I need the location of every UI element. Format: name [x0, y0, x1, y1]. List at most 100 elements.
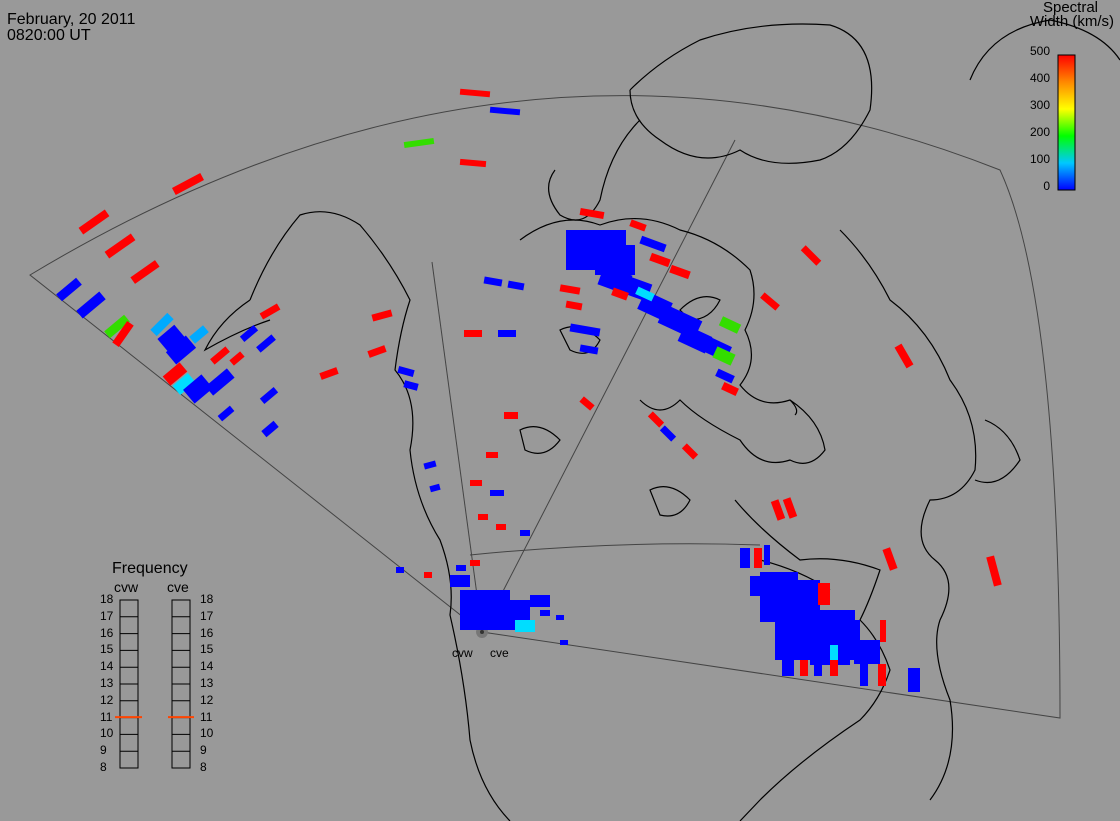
echo-cell — [649, 252, 671, 268]
echo-cell — [76, 291, 106, 319]
echo-cell — [579, 396, 595, 411]
echo-cell — [569, 323, 601, 337]
echo-cell — [217, 405, 235, 422]
echo-cell — [740, 548, 750, 568]
echo-cell — [782, 660, 794, 676]
echo-cell — [403, 137, 435, 149]
fov-outline — [29, 95, 1061, 719]
echo-cell — [189, 325, 209, 344]
echo-cell — [396, 567, 404, 573]
frequency-tick-right: 12 — [200, 692, 214, 707]
frequency-radar-cvw: cvw — [114, 579, 139, 595]
echo-cell — [483, 276, 503, 287]
echo-cell — [157, 324, 185, 352]
echo-cell — [172, 372, 196, 396]
frequency-tick-right: 11 — [200, 709, 213, 724]
frequency-tick-left: 11 — [100, 709, 113, 724]
frequency-tick-left: 15 — [100, 642, 114, 657]
frequency-tick-left: 10 — [100, 726, 114, 741]
echo-cell — [515, 620, 535, 632]
echo-cell — [183, 374, 213, 404]
frequency-tick-right: 16 — [200, 625, 214, 640]
echo-cell — [579, 207, 605, 220]
echo-cell — [367, 345, 387, 358]
echo-cell — [814, 660, 822, 676]
echo-cell — [130, 260, 160, 284]
echo-cell — [639, 235, 667, 253]
echo-cell — [854, 640, 880, 664]
echo-cell — [611, 287, 629, 301]
echo-cell — [490, 490, 504, 496]
echo-cell — [470, 560, 480, 566]
frequency-tick-left: 17 — [100, 608, 114, 623]
echo-cell — [450, 575, 470, 587]
echo-cell — [165, 335, 197, 365]
echo-cell — [818, 583, 830, 605]
frequency-tick-right: 17 — [200, 608, 214, 623]
echo-cell — [880, 620, 886, 642]
echo-cell — [256, 334, 276, 353]
frequency-tick-right: 18 — [200, 592, 214, 606]
echo-cell — [78, 209, 110, 235]
echo-cell — [579, 344, 599, 355]
frequency-tick-right: 10 — [200, 726, 214, 741]
echo-cell — [894, 343, 914, 369]
echo-cell — [659, 425, 677, 442]
echo-cell — [721, 381, 739, 397]
colorbar-tick: 300 — [1029, 98, 1050, 112]
radar-label-cvw: cvw — [452, 646, 473, 660]
echo-cell — [715, 368, 735, 384]
colorbar-tick: 0 — [1043, 179, 1050, 193]
echo-cell — [459, 158, 487, 168]
echo-cell — [530, 595, 550, 607]
echo-cell — [56, 277, 82, 302]
echo-cell — [470, 480, 482, 486]
coastline — [203, 19, 1120, 821]
frequency-tick-left: 8 — [100, 760, 107, 774]
echo-cell — [597, 265, 633, 295]
echo-cell — [764, 545, 770, 565]
frequency-tick-left: 12 — [100, 692, 114, 707]
echo-cell — [504, 412, 518, 419]
frequency-tick-right: 15 — [200, 642, 214, 657]
frequency-grid — [120, 599, 190, 769]
echo-cell — [635, 286, 655, 302]
echo-cell — [629, 219, 647, 232]
echo-cell — [210, 346, 230, 365]
echo-cell — [423, 460, 437, 470]
echo-cell — [171, 172, 205, 196]
echo-cell — [560, 640, 568, 645]
echo-cell — [259, 387, 279, 404]
radar-label-cve: cve — [490, 646, 509, 660]
colorbar-title-line1: Spectral — [1042, 0, 1098, 16]
colorbar-tick: 400 — [1029, 71, 1050, 85]
echo-cell — [371, 309, 393, 322]
echo-cell — [782, 497, 798, 519]
frequency-tick-right: 14 — [200, 659, 214, 674]
frequency-title: Frequency — [112, 560, 188, 577]
plot-date: February, 20 2011 — [7, 11, 136, 28]
echo-cell — [800, 660, 808, 676]
echo-cell — [986, 555, 1002, 587]
echo-cell — [830, 660, 838, 676]
echo-cell — [319, 367, 339, 380]
colorbar-tick: 200 — [1029, 125, 1050, 139]
echo-cell — [908, 668, 920, 692]
echo-cell — [647, 411, 665, 428]
echo-cell — [239, 325, 259, 342]
colorbar-tick: 500 — [1029, 44, 1050, 58]
echo-cell — [429, 483, 441, 493]
echo-cell — [750, 576, 762, 596]
frequency-tick-left: 14 — [100, 659, 114, 674]
echo-cell — [112, 321, 134, 347]
echo-cell — [464, 330, 482, 337]
echo-cell — [459, 88, 491, 98]
echo-cell — [496, 524, 506, 530]
echo-cell — [424, 572, 432, 578]
echo-cell — [712, 346, 736, 366]
echo-cell — [681, 443, 699, 460]
echo-cell — [456, 565, 466, 571]
echo-cell — [104, 233, 136, 259]
